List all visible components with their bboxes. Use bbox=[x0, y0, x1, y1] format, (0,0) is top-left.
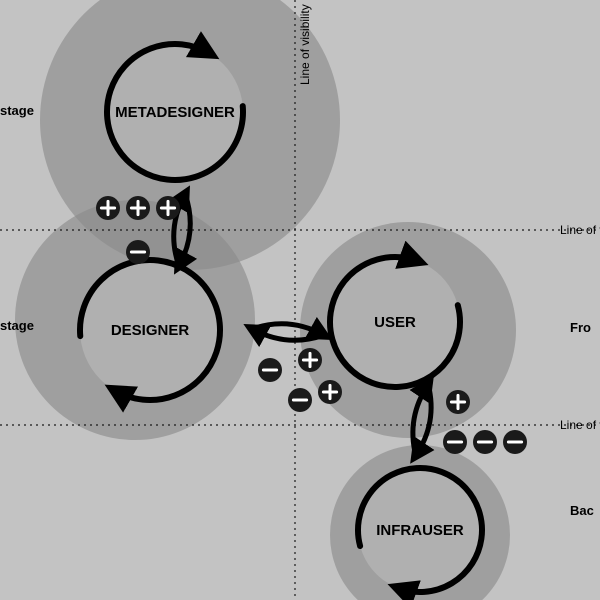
badge--10 bbox=[473, 430, 497, 454]
badge-+7 bbox=[318, 380, 342, 404]
badge-+2 bbox=[156, 196, 180, 220]
badge-+1 bbox=[126, 196, 150, 220]
side-label-left_mid: stage bbox=[0, 318, 34, 333]
user-node: USER bbox=[330, 257, 460, 387]
designer-node: DESIGNER bbox=[80, 260, 220, 400]
metadesigner-label: METADESIGNER bbox=[115, 104, 235, 121]
user-label: USER bbox=[374, 314, 416, 331]
badge-+0 bbox=[96, 196, 120, 220]
diagram-canvas: Line of visibility Line of v Line of v stag… bbox=[0, 0, 600, 600]
badge--9 bbox=[443, 430, 467, 454]
side-label-left_top: stage bbox=[0, 103, 34, 118]
side-label-right_bot: Bac bbox=[570, 503, 594, 518]
designer-label: DESIGNER bbox=[111, 322, 190, 339]
badge-+8 bbox=[446, 390, 470, 414]
h1-label: Line of v bbox=[560, 223, 600, 237]
h2-label: Line of v bbox=[560, 418, 600, 432]
badge--4 bbox=[258, 358, 282, 382]
badge--3 bbox=[126, 240, 150, 264]
badge--11 bbox=[503, 430, 527, 454]
badge--5 bbox=[288, 388, 312, 412]
side-label-right_mid: Fro bbox=[570, 320, 591, 335]
vertical-axis-label: Line of visibility bbox=[298, 4, 312, 85]
badge-+6 bbox=[298, 348, 322, 372]
metadesigner-node: METADESIGNER bbox=[107, 44, 243, 180]
infrauser-label: INFRAUSER bbox=[376, 522, 464, 539]
infrauser-node: INFRAUSER bbox=[358, 468, 482, 592]
